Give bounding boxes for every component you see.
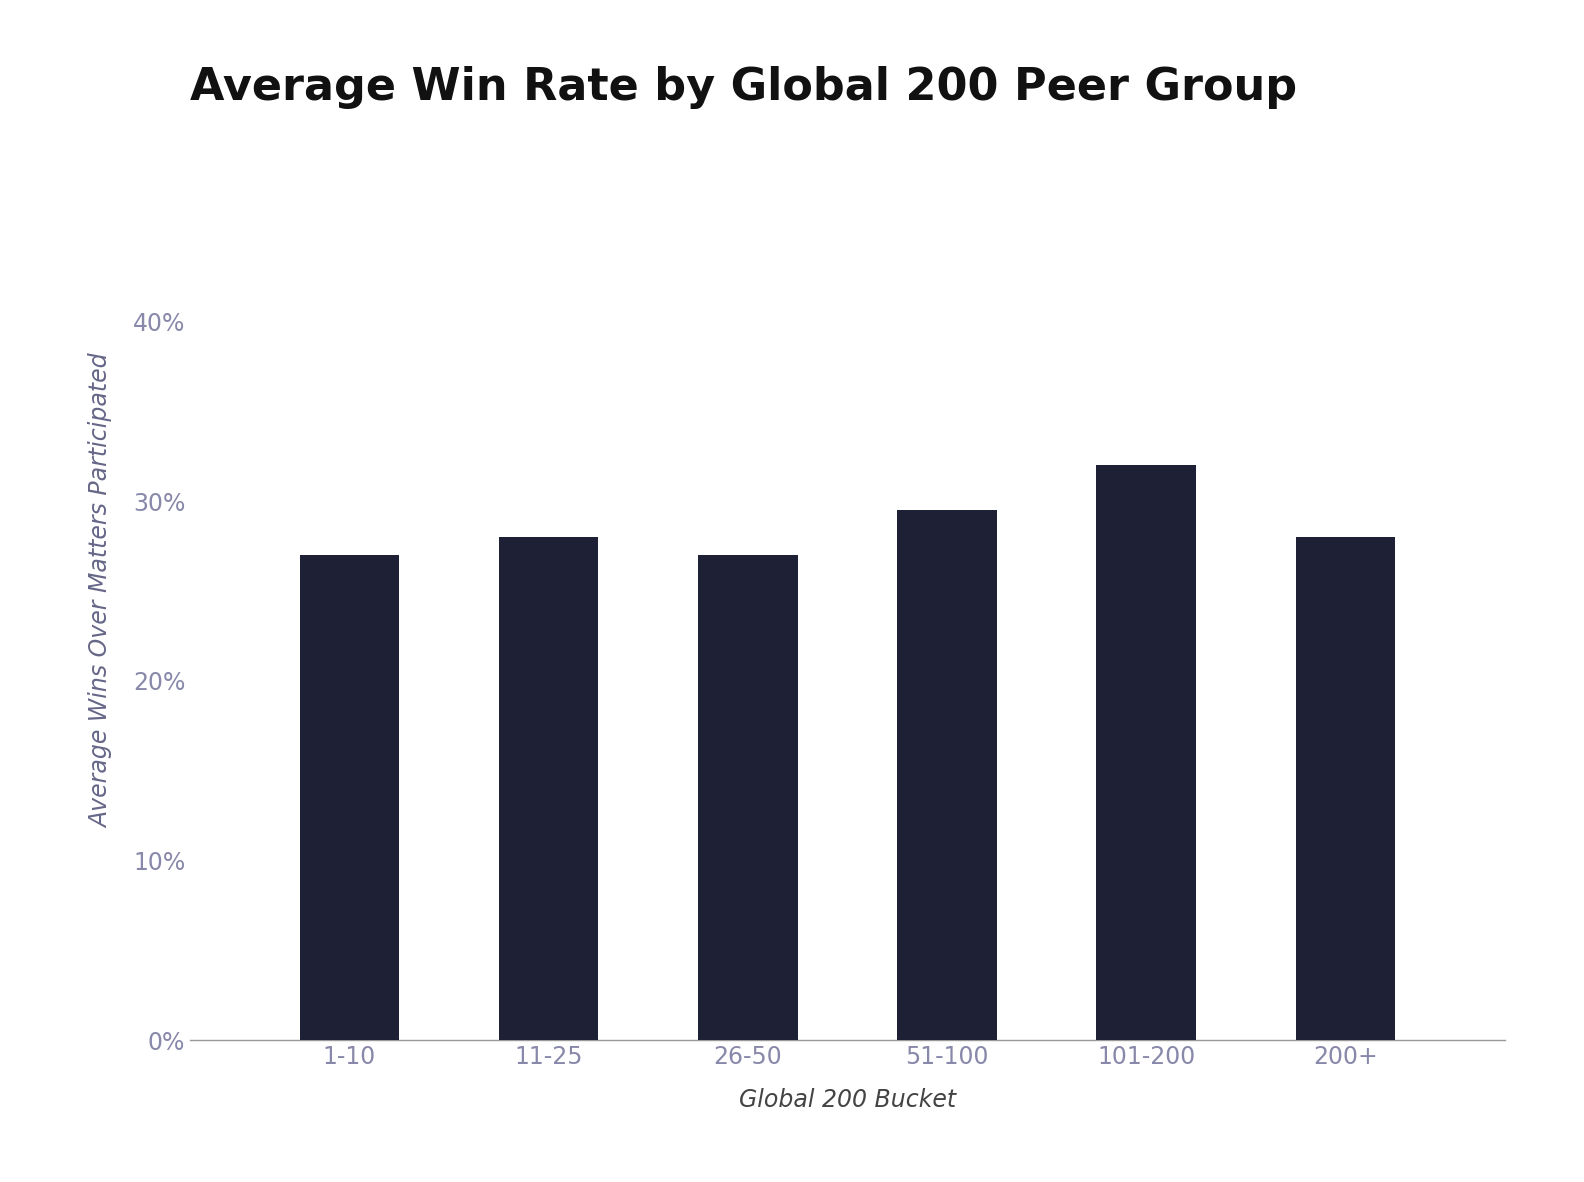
Bar (1296, 537, 1396, 1040)
Y-axis label: Average Wins Over Matters Participated: Average Wins Over Matters Participated (89, 353, 114, 829)
Bar (1096, 466, 1196, 1040)
Bar (897, 511, 996, 1040)
Bar (699, 556, 798, 1040)
Text: Average Win Rate by Global 200 Peer Group: Average Win Rate by Global 200 Peer Grou… (190, 66, 1297, 109)
X-axis label: Global 200 Bucket: Global 200 Bucket (738, 1089, 957, 1112)
Bar (299, 556, 399, 1040)
Bar (499, 537, 599, 1040)
